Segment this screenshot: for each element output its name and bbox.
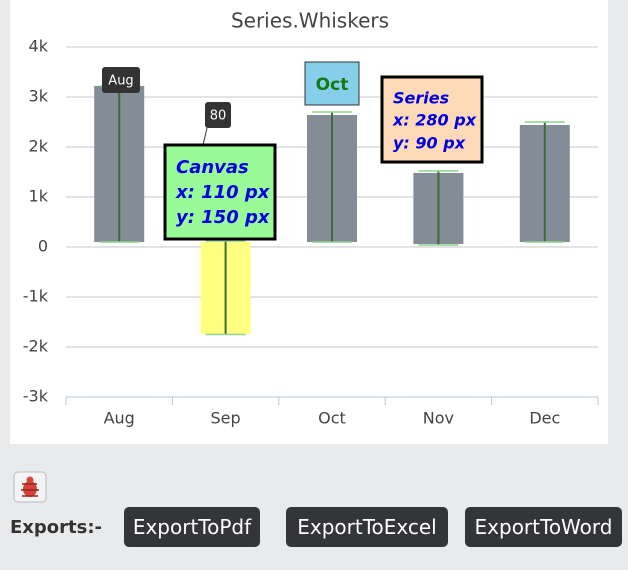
y-tick-label: 0 xyxy=(38,237,48,256)
label-box xyxy=(205,102,231,128)
y-tick-label: -2k xyxy=(23,337,49,356)
x-tick-label: Aug xyxy=(104,409,135,428)
annotation: 80 xyxy=(210,109,227,124)
label-box xyxy=(102,67,140,93)
y-tick-label: 2k xyxy=(29,137,49,156)
export-button[interactable]: ExportToPdf xyxy=(124,507,260,547)
x-tick-label: Dec xyxy=(529,409,560,428)
y-tick-label: -1k xyxy=(23,287,49,306)
y-tick-label: -3k xyxy=(23,387,49,406)
y-tick-label: 4k xyxy=(29,37,49,56)
callout-pointer xyxy=(202,127,208,146)
x-tick-label: Sep xyxy=(211,409,241,428)
annotation: x: 110 px xyxy=(175,182,271,203)
x-tick-label: Oct xyxy=(318,409,346,428)
annotation: Oct xyxy=(316,75,349,95)
x-tick-label: Nov xyxy=(423,409,454,428)
label-box xyxy=(304,61,360,106)
annotation: y: 150 px xyxy=(176,207,271,228)
bug-icon[interactable] xyxy=(13,471,47,503)
bug-legs xyxy=(21,483,39,497)
label-box xyxy=(163,143,277,241)
annotation: Canvas xyxy=(176,157,249,178)
bug-body xyxy=(23,481,37,497)
y-tick-label: 1k xyxy=(29,187,49,206)
bug-head xyxy=(26,476,34,484)
plot: -3k -2k -1k 0 1k 2k 3k 4k Aug Sep Oct Nov Dec xyxy=(23,37,599,428)
annotation: Series xyxy=(393,89,449,108)
exports-label: Exports:- xyxy=(10,517,102,538)
annotation: x: 280 px xyxy=(392,111,477,130)
label-box xyxy=(380,75,484,164)
annotation: y: 90 px xyxy=(393,134,466,153)
annotations: Aug 80 Oct Canvas x: 110 px y: 150 px Se… xyxy=(102,61,484,241)
export-button[interactable]: ExportToExcel xyxy=(286,507,448,547)
export-button[interactable]: ExportToWord xyxy=(465,507,622,547)
y-tick-label: 3k xyxy=(29,87,49,106)
annotation: Aug xyxy=(108,74,133,89)
chart-title: Series.Whiskers xyxy=(231,9,389,33)
